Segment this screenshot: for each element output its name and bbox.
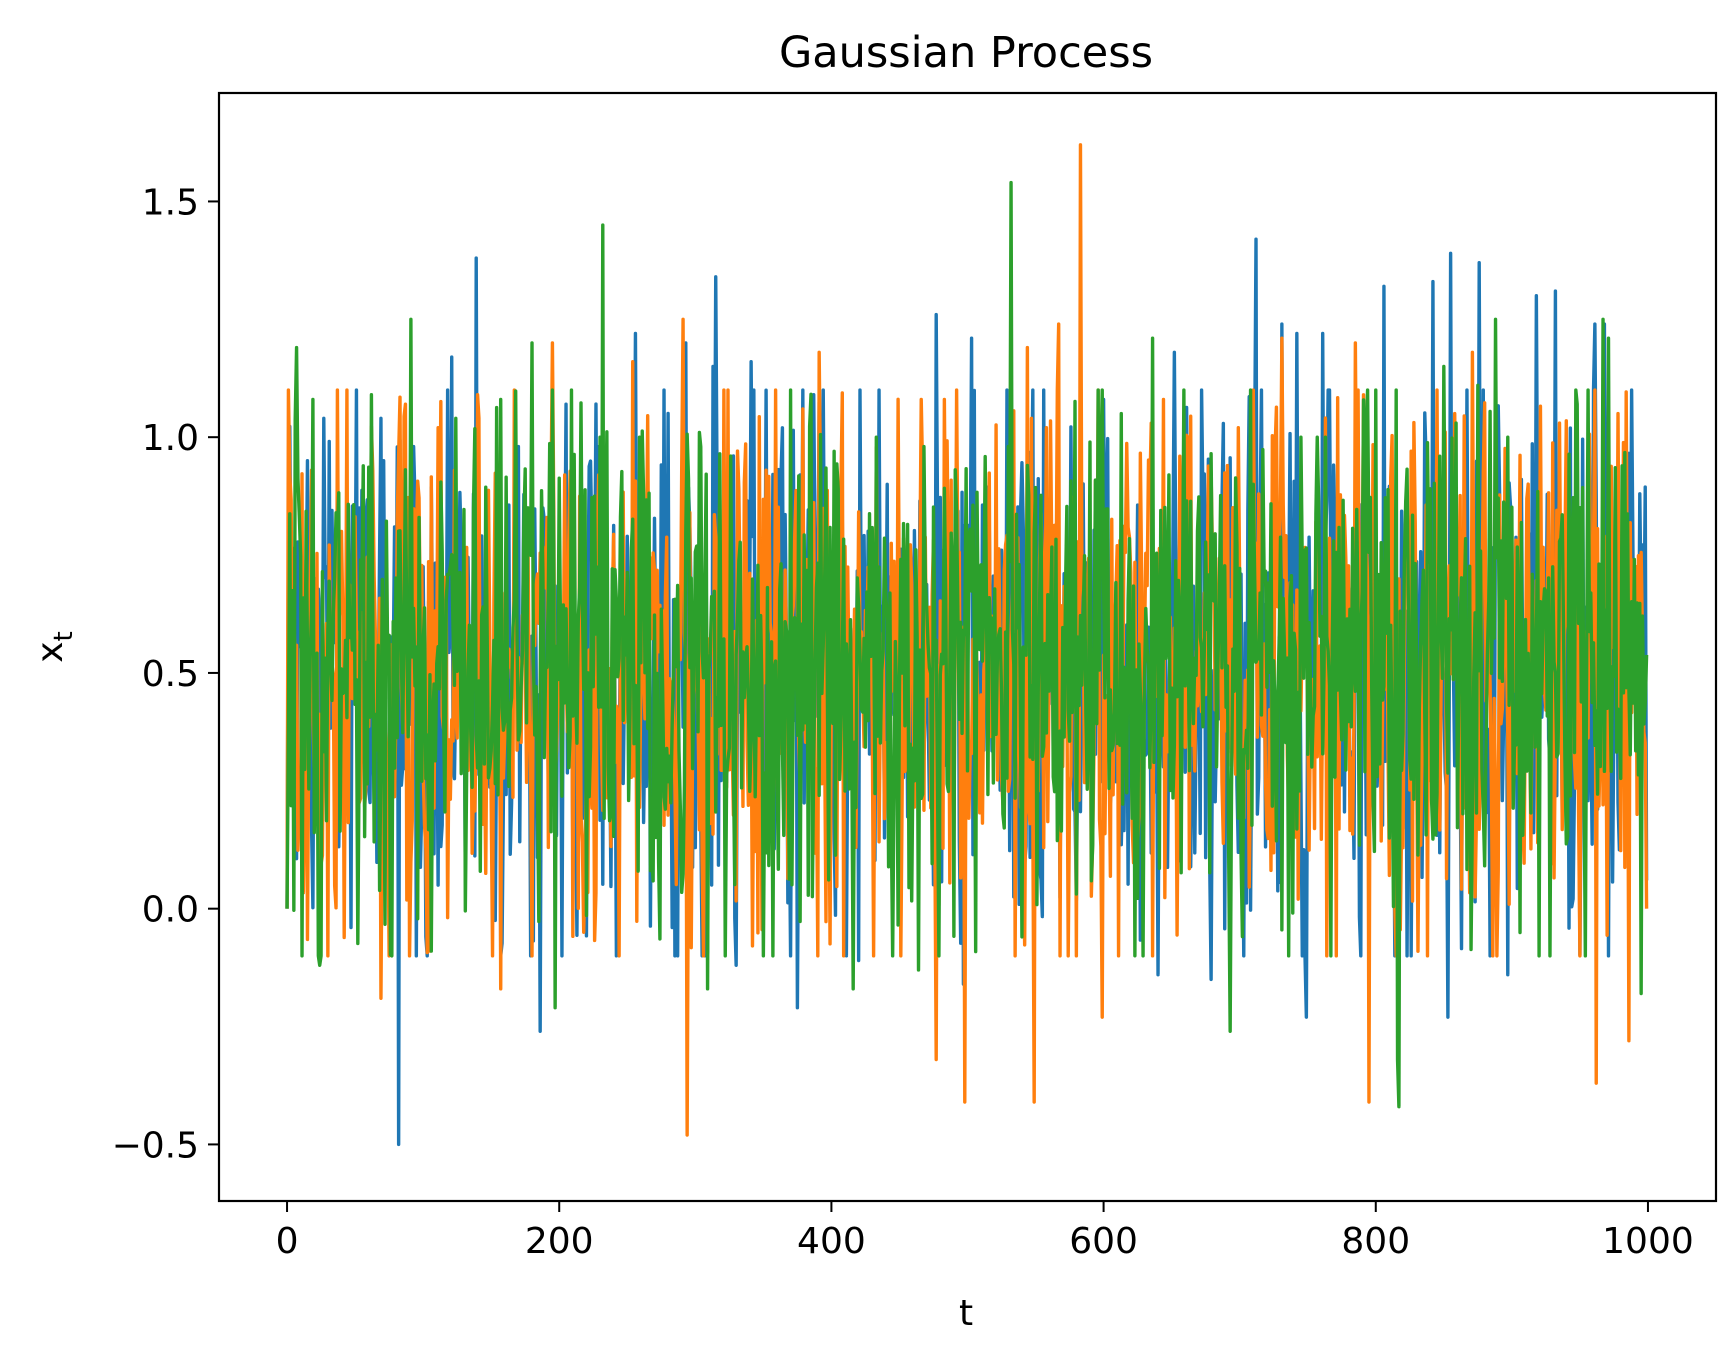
x-axis-label: t [959, 1293, 973, 1334]
y-axis-label-subscript: t [49, 631, 79, 641]
x-tick-label: 1000 [1602, 1221, 1694, 1262]
y-axis-label-main: x [30, 641, 71, 662]
x-tick-label: 400 [797, 1221, 866, 1262]
x-tick-label: 0 [276, 1221, 299, 1262]
y-tick-label: −0.5 [112, 1125, 199, 1166]
x-tick-label: 800 [1341, 1221, 1410, 1262]
y-tick-label: 1.5 [142, 182, 199, 223]
y-axis-ticks: −0.5 0.0 0.5 1.0 1.5 [112, 182, 219, 1166]
y-axis-label: xt [30, 631, 79, 663]
x-tick-label: 600 [1069, 1221, 1138, 1262]
y-tick-label: 1.0 [142, 418, 199, 459]
x-axis-ticks: 0 200 400 600 800 1000 [276, 1201, 1694, 1262]
chart-title: Gaussian Process [779, 28, 1153, 78]
x-tick-label: 200 [525, 1221, 594, 1262]
y-tick-label: 0.0 [142, 890, 199, 931]
y-tick-label: 0.5 [142, 654, 199, 695]
series-line-3 [285, 180, 1649, 1109]
series-layer [285, 143, 1649, 1147]
plot-frame [217, 91, 1718, 1203]
